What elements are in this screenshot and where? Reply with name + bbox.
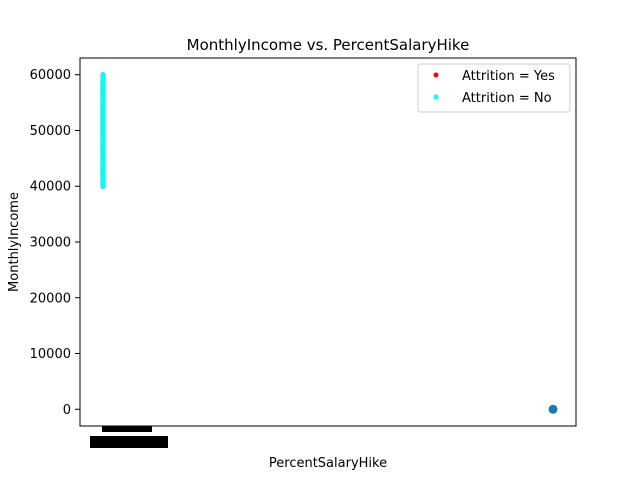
y-axis-label: MonthlyIncome [7, 192, 22, 292]
x-tick-marks-cluster [102, 426, 152, 432]
data-points [100, 72, 558, 414]
y-tick-label: 10000 [30, 347, 71, 362]
plot-area [79, 57, 577, 427]
point-extra [548, 404, 558, 414]
y-tick-label: 50000 [30, 124, 71, 139]
x-axis [90, 426, 168, 448]
legend-marker-no [433, 94, 439, 100]
y-tick-label: 30000 [30, 236, 71, 251]
chart-title: MonthlyIncome vs. PercentSalaryHike [187, 36, 470, 54]
y-axis: 0 10000 20000 30000 40000 50000 60000 [30, 68, 80, 418]
y-tick-label: 40000 [30, 180, 71, 195]
y-tick-label: 0 [63, 403, 71, 418]
y-tick-label: 20000 [30, 291, 71, 306]
x-axis-label: PercentSalaryHike [269, 456, 387, 471]
y-tick-label: 60000 [30, 68, 71, 83]
legend-box [417, 63, 571, 113]
x-tick-labels-cluster [90, 436, 168, 448]
legend-label-no: Attrition = No [462, 91, 552, 106]
point-attrition-no [100, 72, 106, 78]
legend: Attrition = Yes Attrition = No [417, 63, 571, 113]
legend-label-yes: Attrition = Yes [462, 69, 555, 84]
legend-marker-yes [433, 72, 439, 78]
